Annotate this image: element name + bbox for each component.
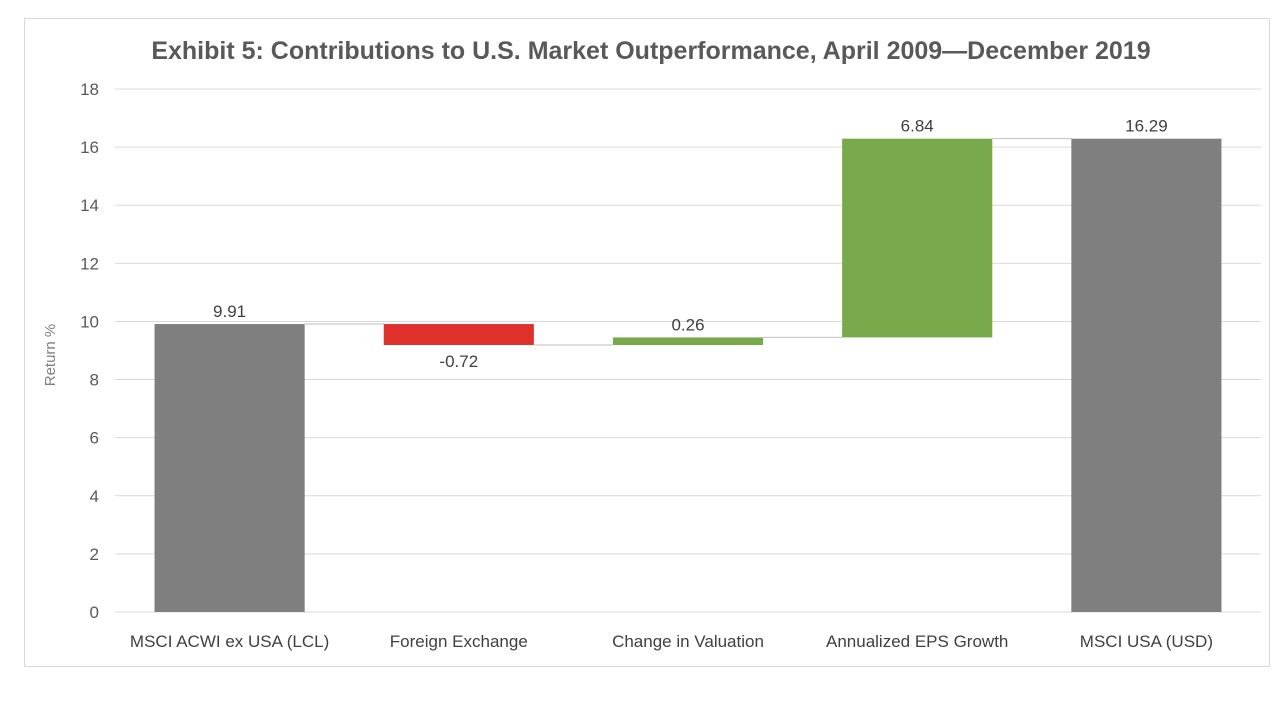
waterfall-chart: Exhibit 5: Contributions to U.S. Market …: [42, 37, 1261, 651]
gridlines: [115, 88, 1261, 613]
y-tick-label: 14: [80, 196, 99, 215]
data-label: 6.84: [901, 117, 934, 136]
bar-3: [842, 138, 993, 338]
y-tick-label: 8: [90, 371, 99, 390]
y-tick-label: 2: [90, 545, 99, 564]
connector-lines: [304, 138, 1072, 346]
y-tick-label: 18: [80, 80, 99, 99]
y-tick-label: 16: [80, 138, 99, 157]
category-label: Change in Valuation: [612, 632, 764, 651]
category-labels: MSCI ACWI ex USA (LCL) Foreign Exchange Ch…: [130, 632, 1213, 651]
y-tick-label: 0: [90, 603, 99, 622]
bars: [154, 138, 1222, 612]
chart-title: Exhibit 5: Contributions to U.S. Market …: [151, 37, 1150, 65]
bar-4: [1071, 138, 1222, 612]
y-tick-label: 12: [80, 254, 99, 273]
chart-frame: Exhibit 5: Contributions to U.S. Market …: [24, 18, 1270, 667]
y-axis-label: Return %: [42, 324, 59, 387]
data-label: 16.29: [1125, 117, 1168, 136]
category-label: Foreign Exchange: [390, 632, 528, 651]
data-label: 0.26: [671, 315, 704, 334]
y-tick-label: 6: [90, 429, 99, 448]
y-tick-label: 4: [90, 487, 99, 506]
bar-1: [383, 324, 534, 345]
bar-2: [612, 337, 764, 345]
bar-0: [154, 324, 305, 612]
y-tick-labels: 0 2 4 6 8 10 12 14 16 18: [80, 80, 99, 622]
category-label: MSCI ACWI ex USA (LCL): [130, 632, 329, 651]
category-label: Annualized EPS Growth: [826, 632, 1008, 651]
data-label: 9.91: [213, 302, 246, 321]
y-tick-label: 10: [80, 312, 99, 331]
data-label: -0.72: [439, 352, 478, 371]
data-labels: 9.91 -0.72 0.26 6.84 16.29: [213, 117, 1168, 371]
category-label: MSCI USA (USD): [1080, 632, 1213, 651]
